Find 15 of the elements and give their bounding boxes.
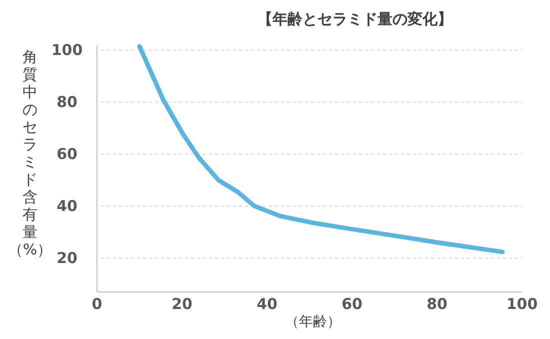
y-tick-label: 80 — [56, 93, 78, 112]
y-tick-label: 40 — [56, 197, 78, 216]
x-tick-label: 60 — [342, 295, 362, 313]
x-tick-label: 20 — [172, 295, 192, 313]
y-tick-label: 100 — [51, 41, 83, 60]
x-tick-label: 80 — [426, 295, 448, 313]
y-tick-label: 20 — [56, 249, 78, 268]
text: 角質中のセラミド含有量（%） — [8, 48, 52, 258]
x-axis-title: （年齢） — [285, 314, 341, 330]
x-tick-label: 100 — [506, 295, 538, 313]
x-tick-label: 0 — [92, 295, 102, 313]
chart-title: 【年齢とセラミド量の変化】 — [258, 10, 452, 28]
line-series — [137, 44, 505, 254]
y-tick-label: 60 — [56, 145, 78, 164]
x-tick-label: 40 — [256, 295, 278, 313]
